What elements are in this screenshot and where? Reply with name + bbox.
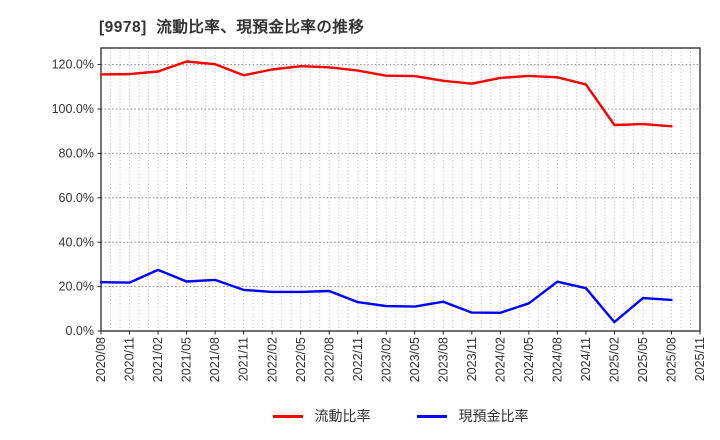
- x-tick-label: 2022/02: [265, 337, 279, 382]
- x-tick-label: 2023/05: [408, 337, 422, 382]
- x-tick-label: 2025/05: [636, 337, 650, 382]
- x-tick-label: 2023/08: [436, 337, 450, 382]
- x-tick-label: 2020/11: [123, 337, 137, 381]
- x-tick-label: 2021/08: [208, 337, 222, 382]
- legend-item-current-ratio: 流動比率: [272, 406, 371, 426]
- y-tick-label: 20.0%: [59, 280, 94, 294]
- y-tick-label: 60.0%: [59, 191, 94, 205]
- legend-item-cash-ratio: 現預金比率: [416, 406, 529, 426]
- x-tick-label: 2025/02: [608, 337, 622, 382]
- x-tick-label: 2022/05: [294, 337, 308, 382]
- plot-border: [100, 47, 701, 332]
- x-tick-label: 2022/11: [351, 337, 365, 381]
- y-tick-label: 40.0%: [59, 235, 94, 249]
- series-line-current-ratio: [99, 60, 673, 128]
- y-tick-label: 0.0%: [66, 324, 95, 338]
- legend-label-cash-ratio: 現預金比率: [458, 408, 529, 424]
- y-tick-label: 80.0%: [59, 147, 94, 161]
- y-tick-label: 120.0%: [52, 58, 94, 72]
- x-tick-label: 2024/05: [522, 337, 536, 382]
- x-tick-label: 2024/11: [579, 337, 593, 381]
- legend-label-current-ratio: 流動比率: [314, 408, 371, 424]
- legend-line-swatch-red: [272, 414, 303, 418]
- x-tick-label: 2023/02: [379, 337, 393, 382]
- x-tick-label: 2023/11: [465, 337, 479, 381]
- legend-line-swatch-blue: [416, 414, 447, 418]
- x-tick-label: 2025/08: [665, 337, 679, 382]
- x-tick-label: 2024/08: [551, 337, 565, 382]
- x-tick-label: 2020/08: [94, 337, 108, 382]
- chart-title: [9978] 流動比率、現預金比率の推移: [99, 19, 365, 36]
- y-tick-label: 100.0%: [52, 102, 94, 116]
- series-line-cash-ratio: [99, 268, 673, 324]
- x-tick-label: 2025/11: [693, 337, 707, 381]
- x-tick-label: 2022/08: [322, 337, 336, 382]
- x-tick-label: 2021/05: [180, 337, 194, 382]
- legend: 流動比率 現預金比率: [101, 404, 700, 428]
- x-tick-label: 2021/11: [237, 337, 251, 381]
- x-tick-label: 2021/02: [151, 337, 165, 382]
- x-tick-label: 2024/02: [493, 337, 507, 382]
